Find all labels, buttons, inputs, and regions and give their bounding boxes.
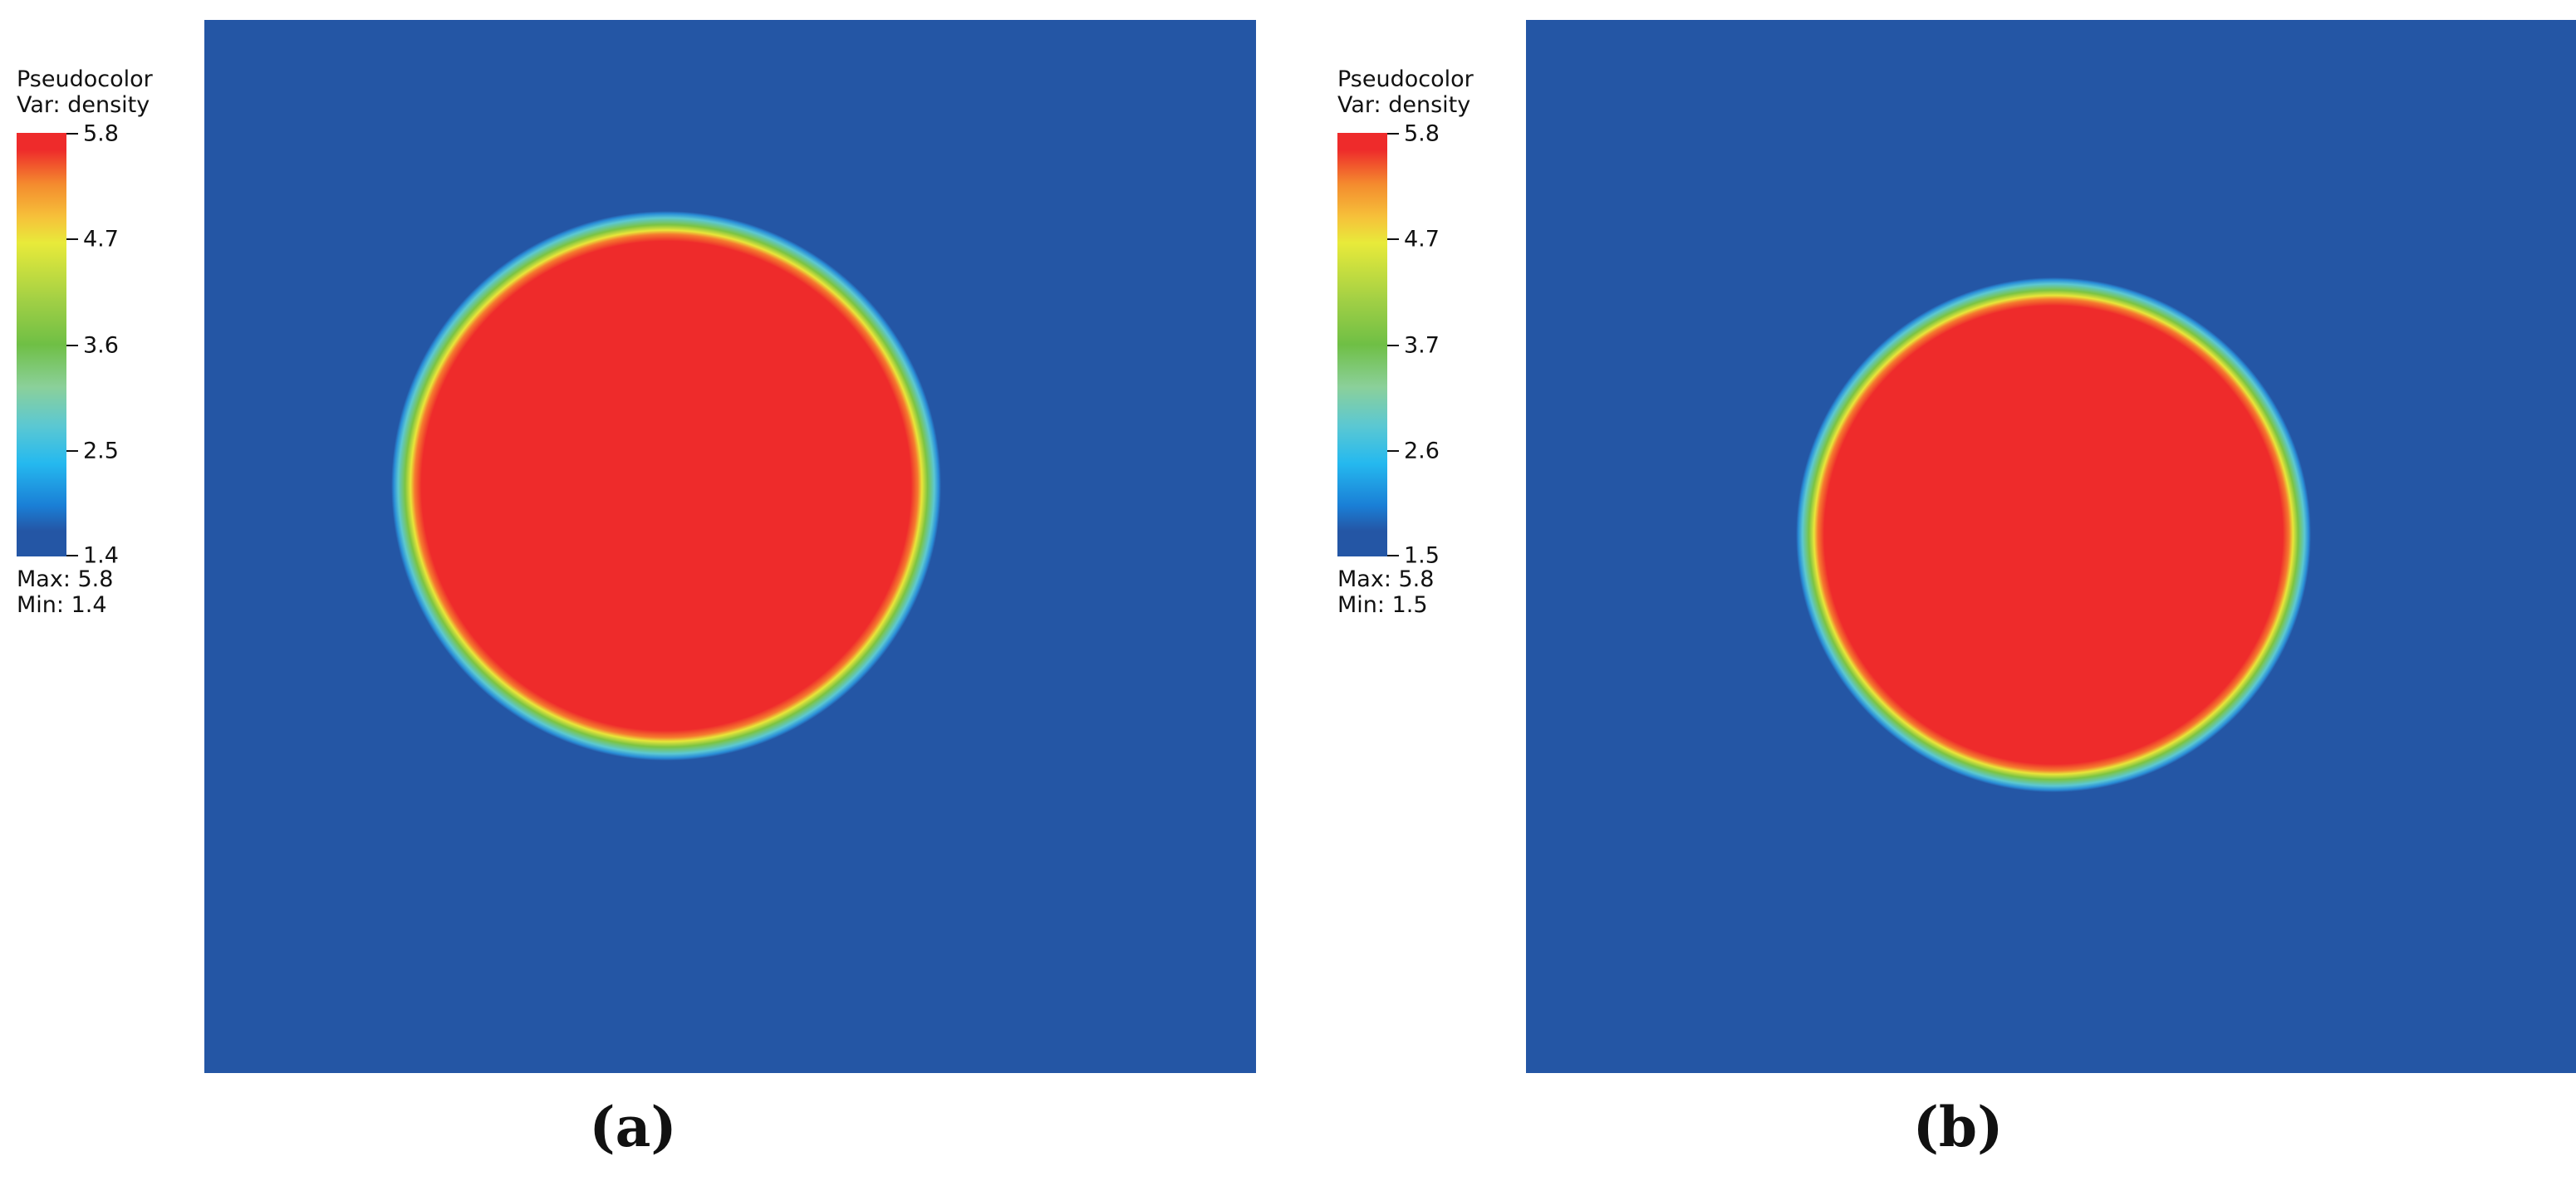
max-label: Max: 5.8 [1337, 566, 1435, 592]
panel-a: Pseudocolor Var: density 5.8 4.7 3.6 2.5… [17, 20, 1256, 1159]
colorbar [17, 133, 66, 556]
density-disk [1796, 277, 2311, 792]
colorbar-tick-label: 1.4 [83, 542, 119, 569]
legend-variable-text: Var: density [17, 92, 150, 118]
density-field-plot [1526, 20, 2576, 1073]
legend-stats: Max: 5.8 Min: 1.5 [1337, 566, 1434, 618]
legend-title-text: Pseudocolor [17, 66, 153, 92]
colorbar-tick [1387, 555, 1399, 556]
subfigure-caption: (b) [1912, 1095, 2004, 1159]
subfigure-caption: (a) [589, 1095, 677, 1159]
colorbar-tick [1387, 450, 1399, 452]
colorbar-tick-label: 4.7 [83, 226, 119, 252]
min-label: Min: 1.5 [1337, 592, 1428, 618]
colorbar-tick [66, 345, 78, 346]
colorbar-tick [66, 133, 78, 135]
colorbar-tick-label: 3.7 [1404, 332, 1440, 359]
legend-variable-text: Var: density [1337, 92, 1471, 118]
colorbar-tick [66, 238, 78, 240]
density-field-plot [204, 20, 1256, 1073]
colorbar-tick [66, 450, 78, 452]
colorbar-tick [1387, 345, 1399, 346]
colorbar-tick [1387, 238, 1399, 240]
legend-title-text: Pseudocolor [1337, 66, 1474, 92]
density-disk [391, 211, 941, 761]
colorbar-tick-label: 1.5 [1404, 542, 1440, 569]
max-label: Max: 5.8 [17, 566, 114, 592]
colorbar-tick-label: 4.7 [1404, 226, 1440, 252]
legend-title: Pseudocolor Var: density [1337, 66, 1474, 118]
min-label: Min: 1.4 [17, 592, 107, 618]
legend-stats: Max: 5.8 Min: 1.4 [17, 566, 113, 618]
colorbar-tick-label: 5.8 [83, 120, 119, 147]
legend-title: Pseudocolor Var: density [17, 66, 153, 118]
colorbar-tick-label: 5.8 [1404, 120, 1440, 147]
colorbar-tick-label: 2.6 [1404, 438, 1440, 464]
colorbar-tick-label: 2.5 [83, 438, 119, 464]
colorbar [1337, 133, 1387, 556]
colorbar-tick [66, 555, 78, 556]
colorbar-tick [1387, 133, 1399, 135]
colorbar-tick-label: 3.6 [83, 332, 119, 359]
panel-b: Pseudocolor Var: density 5.8 4.7 3.7 2.6… [1321, 0, 2576, 1186]
